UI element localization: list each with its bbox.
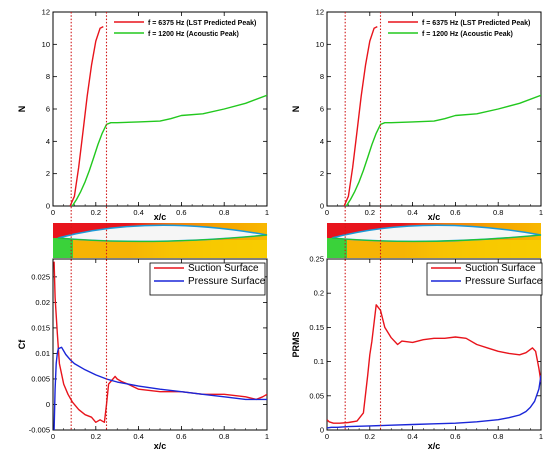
x-tick-label: 0.8 [219,208,229,217]
y-tick-label: 0.005 [31,374,50,383]
y-tick-label: 0 [46,400,50,409]
panel-bottom-left: 0 0.2 0.4 0.6 0.8 1-0.00500.0050.010.0150.020… [17,258,269,451]
x-tick-label: 0.6 [176,208,186,217]
y-tick-label: 0.2 [314,289,324,298]
y-tick-label: 8 [320,72,324,81]
y-tick-label: 0.01 [35,349,50,358]
x-tick-label: 0.6 [450,432,460,441]
x-axis-label: x/c [428,212,441,222]
y-tick-label: 0.25 [309,255,324,264]
y-tick-label: 10 [42,40,50,49]
legend-label: Suction Surface [188,263,259,274]
reference-lines [70,12,382,430]
series-line-0 [69,25,104,206]
x-tick-label: 0 [51,208,55,217]
x-tick-label: 0.6 [176,432,186,441]
y-tick-label: 0.05 [309,391,324,400]
y-tick-label: 12 [316,8,324,17]
y-axis-label: Cf [17,339,27,349]
x-tick-label: 0.2 [91,432,101,441]
x-tick-label: 0.8 [219,432,229,441]
x-tick-label: 1 [539,432,543,441]
y-tick-label: 4 [46,137,50,146]
series-line-1 [345,94,541,206]
y-tick-label: -0.005 [29,426,50,435]
series-line-0 [327,304,541,424]
x-tick-label: 0.8 [493,432,503,441]
y-tick-label: 12 [42,8,50,17]
y-tick-label: 4 [320,137,324,146]
x-axis-label: x/c [154,212,167,222]
x-tick-label: 0 [51,432,55,441]
legend-label: f = 6375 Hz (LST Predicted Peak) [148,20,256,27]
x-tick-label: 0.4 [133,432,143,441]
y-tick-label: 0 [320,426,324,435]
y-tick-label: 0.02 [35,298,50,307]
x-tick-label: 0.8 [493,208,503,217]
y-tick-label: 0 [46,202,50,211]
y-tick-label: 0.025 [31,272,50,281]
x-tick-label: 0 [325,432,329,441]
y-tick-label: 10 [316,40,324,49]
y-tick-label: 0.15 [309,323,324,332]
panel-bottom-right: 0 0.2 0.4 0.6 0.8 1 0 0.05 0.1 0.15 0.2 0.25 x/c PRMS… [291,255,543,452]
series-line-1 [327,375,541,429]
x-tick-label: 0.2 [91,208,101,217]
x-tick-label: 0.6 [450,208,460,217]
x-tick-label: 0 [325,208,329,217]
x-tick-label: 1 [265,432,269,441]
x-tick-label: 0.4 [407,432,417,441]
legend-label: Suction Surface [465,263,536,274]
y-axis-label: PRMS [291,331,301,357]
y-tick-label: 2 [46,169,50,178]
y-axis-label: N [291,106,301,113]
series-line-0 [53,261,267,423]
contour-strip-right [327,223,542,258]
legend-label: f = 1200 Hz (Acoustic Peak) [422,31,513,38]
x-tick-label: 0.2 [365,208,375,217]
y-tick-label: 8 [46,72,50,81]
series-line-0 [343,25,378,206]
y-tick-label: 0.1 [314,357,324,366]
y-tick-label: 2 [320,169,324,178]
x-tick-label: 1 [539,208,543,217]
x-tick-label: 1 [265,208,269,217]
series-line-1 [53,346,267,430]
y-axis-label: N [17,106,27,113]
contour-strip-left [53,223,268,258]
y-tick-label: 0 [320,202,324,211]
x-axis-label: x/c [428,441,441,451]
y-tick-label: 0.015 [31,323,50,332]
y-tick-label: 6 [320,105,324,114]
x-tick-label: 0.4 [133,208,143,217]
x-axis-label: x/c [154,441,167,451]
legend-label: f = 6375 Hz (LST Predicted Peak) [422,20,530,27]
legend-label: f = 1200 Hz (Acoustic Peak) [148,31,239,38]
y-tick-label: 6 [46,105,50,114]
legend-label: Pressure Surface [188,276,266,287]
x-tick-label: 0.4 [407,208,417,217]
series-line-1 [71,94,267,206]
x-tick-label: 0.2 [365,432,375,441]
legend-label: Pressure Surface [465,276,543,287]
